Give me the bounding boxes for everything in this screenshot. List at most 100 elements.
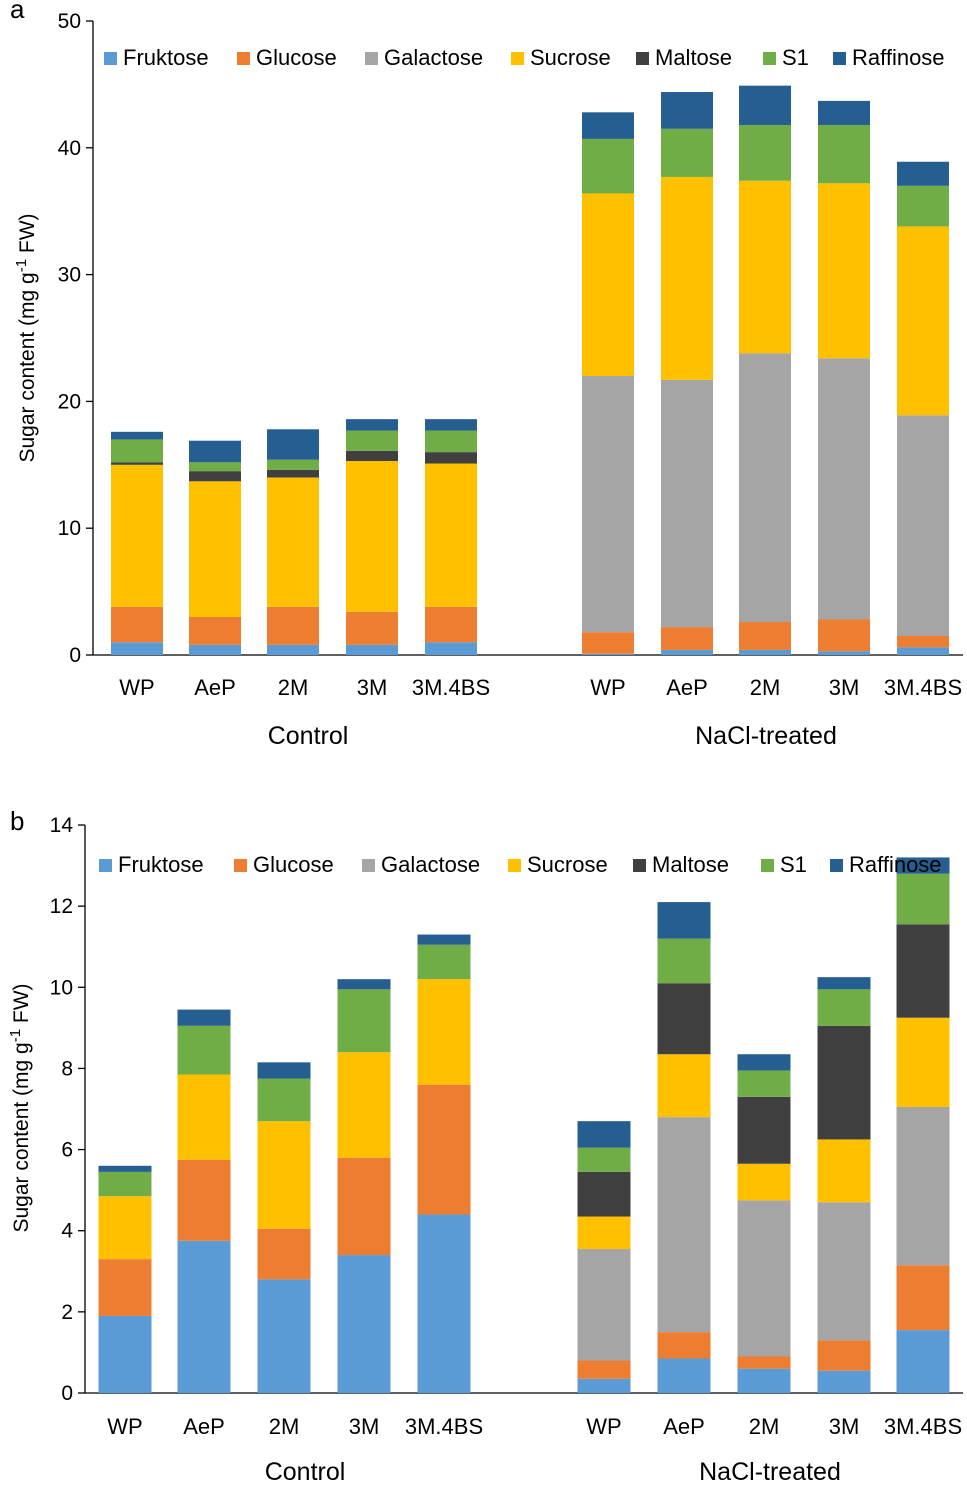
legend-label: S1 [780,852,807,877]
bar-segment-raffinose [189,440,241,463]
bar-segment-s1 [818,124,870,184]
bar-segment-sucrose [111,464,163,607]
x-tick-label: AeP [183,1414,225,1439]
bar-segment-fruktose [346,644,398,655]
bar-segment-glucose [346,611,398,645]
bar-segment-sucrose [657,1054,711,1118]
x-tick-label: WP [586,1414,621,1439]
legend-swatch [362,859,375,872]
bar-segment-s1 [577,1147,631,1172]
legend-label: Glucose [253,852,334,877]
bar-segment-glucose [267,606,319,645]
bar-segment-sucrose [661,176,713,380]
y-tick-label: 12 [50,895,73,918]
y-tick-label: 50 [58,10,81,33]
x-tick-label: 3M [829,1414,860,1439]
bar-segment-raffinose [657,902,711,939]
bar-segment-glucose [739,622,791,650]
y-tick-label: 6 [61,1139,73,1162]
bar-segment-maltose [737,1096,791,1164]
bar-segment-glucose [661,627,713,650]
bar-segment-galactose [897,415,949,636]
bar-segment-raffinose [111,431,163,440]
bar-segment-raffinose [661,92,713,129]
bar-segment-glucose [897,635,949,648]
bar-segment-sucrose [739,180,791,354]
bar-segment-sucrose [346,460,398,612]
bar-segment-sucrose [425,463,477,607]
x-tick-label: 3M [357,675,388,700]
legend-label: Fruktose [118,852,204,877]
x-tick-label: 3M.4BS [884,1414,962,1439]
bar-segment-galactose [582,376,634,633]
x-tick-label: WP [107,1414,142,1439]
chart-panel-a: a 0 10 20 30 40 50 Sugar content (mg g-1 FW) WP A… [10,0,963,750]
y-tick-label: 30 [58,264,81,287]
x-tick-label: 3M [349,1414,380,1439]
bar-segment-galactose [739,353,791,623]
x-tick-label: AeP [663,1414,705,1439]
bar-segment-s1 [739,124,791,181]
bar-segment-s1 [337,989,391,1053]
panel-label: b [10,806,24,836]
bar-segment-sucrose [897,226,949,416]
bar-segment-maltose [111,462,163,465]
bar-segment-s1 [346,430,398,451]
bar-segment-glucose [417,1084,471,1215]
bar-segment-sucrose [267,477,319,607]
x-tick-label: 3M.4BS [412,675,490,700]
x-tick-label: 3M.4BS [405,1414,483,1439]
bar-segment-s1 [267,459,319,470]
legend-swatch [511,52,524,65]
x-tick-label: WP [590,675,625,700]
legend-label: Raffinose [849,852,942,877]
legend-label: Sucrose [527,852,608,877]
legend-swatch [833,52,846,65]
bar-segment-galactose [577,1248,631,1361]
bar-segment-glucose [111,606,163,643]
group-label: Control [265,1458,346,1486]
bar-segment-maltose [189,471,241,482]
bar-segment-s1 [896,873,950,925]
x-tick-label: AeP [666,675,708,700]
group-label: NaCl-treated [699,1458,841,1486]
bar-segment-fruktose [818,651,870,655]
bar-segment-maltose [577,1171,631,1217]
bar-segment-fruktose [98,1315,152,1393]
legend-label: Sucrose [530,45,611,70]
legend-label: Fruktose [123,45,209,70]
bar-segment-s1 [257,1078,311,1122]
y-axis-label: Sugar content (mg g-1 FW) [7,983,33,1232]
bar-segment-fruktose [267,644,319,655]
bar-segment-fruktose [896,1330,950,1393]
bar-segment-s1 [657,938,711,984]
bar-segment-raffinose [98,1165,152,1172]
bar-segment-raffinose [739,85,791,125]
bar-segment-glucose [189,616,241,645]
x-tick-label: WP [119,675,154,700]
bar-segment-sucrose [577,1216,631,1249]
bar-segment-sucrose [896,1017,950,1107]
bar-segment-sucrose [818,183,870,359]
bar-segment-glucose [817,1340,871,1371]
x-tick-label: 3M [829,675,860,700]
x-tick-label: 3M.4BS [884,675,962,700]
bar-segment-fruktose [661,649,713,655]
bar-segment-fruktose [577,1378,631,1393]
y-tick-label: 40 [58,137,81,160]
group-label: NaCl-treated [695,722,837,750]
y-tick-label: 0 [69,644,81,667]
bar-segment-raffinose [818,100,870,125]
legend-swatch [508,859,521,872]
bar-segment-sucrose [189,481,241,617]
bar-segment-s1 [111,439,163,463]
legend-swatch [761,859,774,872]
bar-segment-s1 [661,128,713,177]
bar-segment-maltose [817,1025,871,1140]
bar-segment-s1 [417,944,471,980]
bar-segment-s1 [98,1171,152,1197]
bar-segment-sucrose [737,1163,791,1201]
y-tick-label: 0 [61,1382,73,1405]
bar-segment-glucose [257,1228,311,1280]
